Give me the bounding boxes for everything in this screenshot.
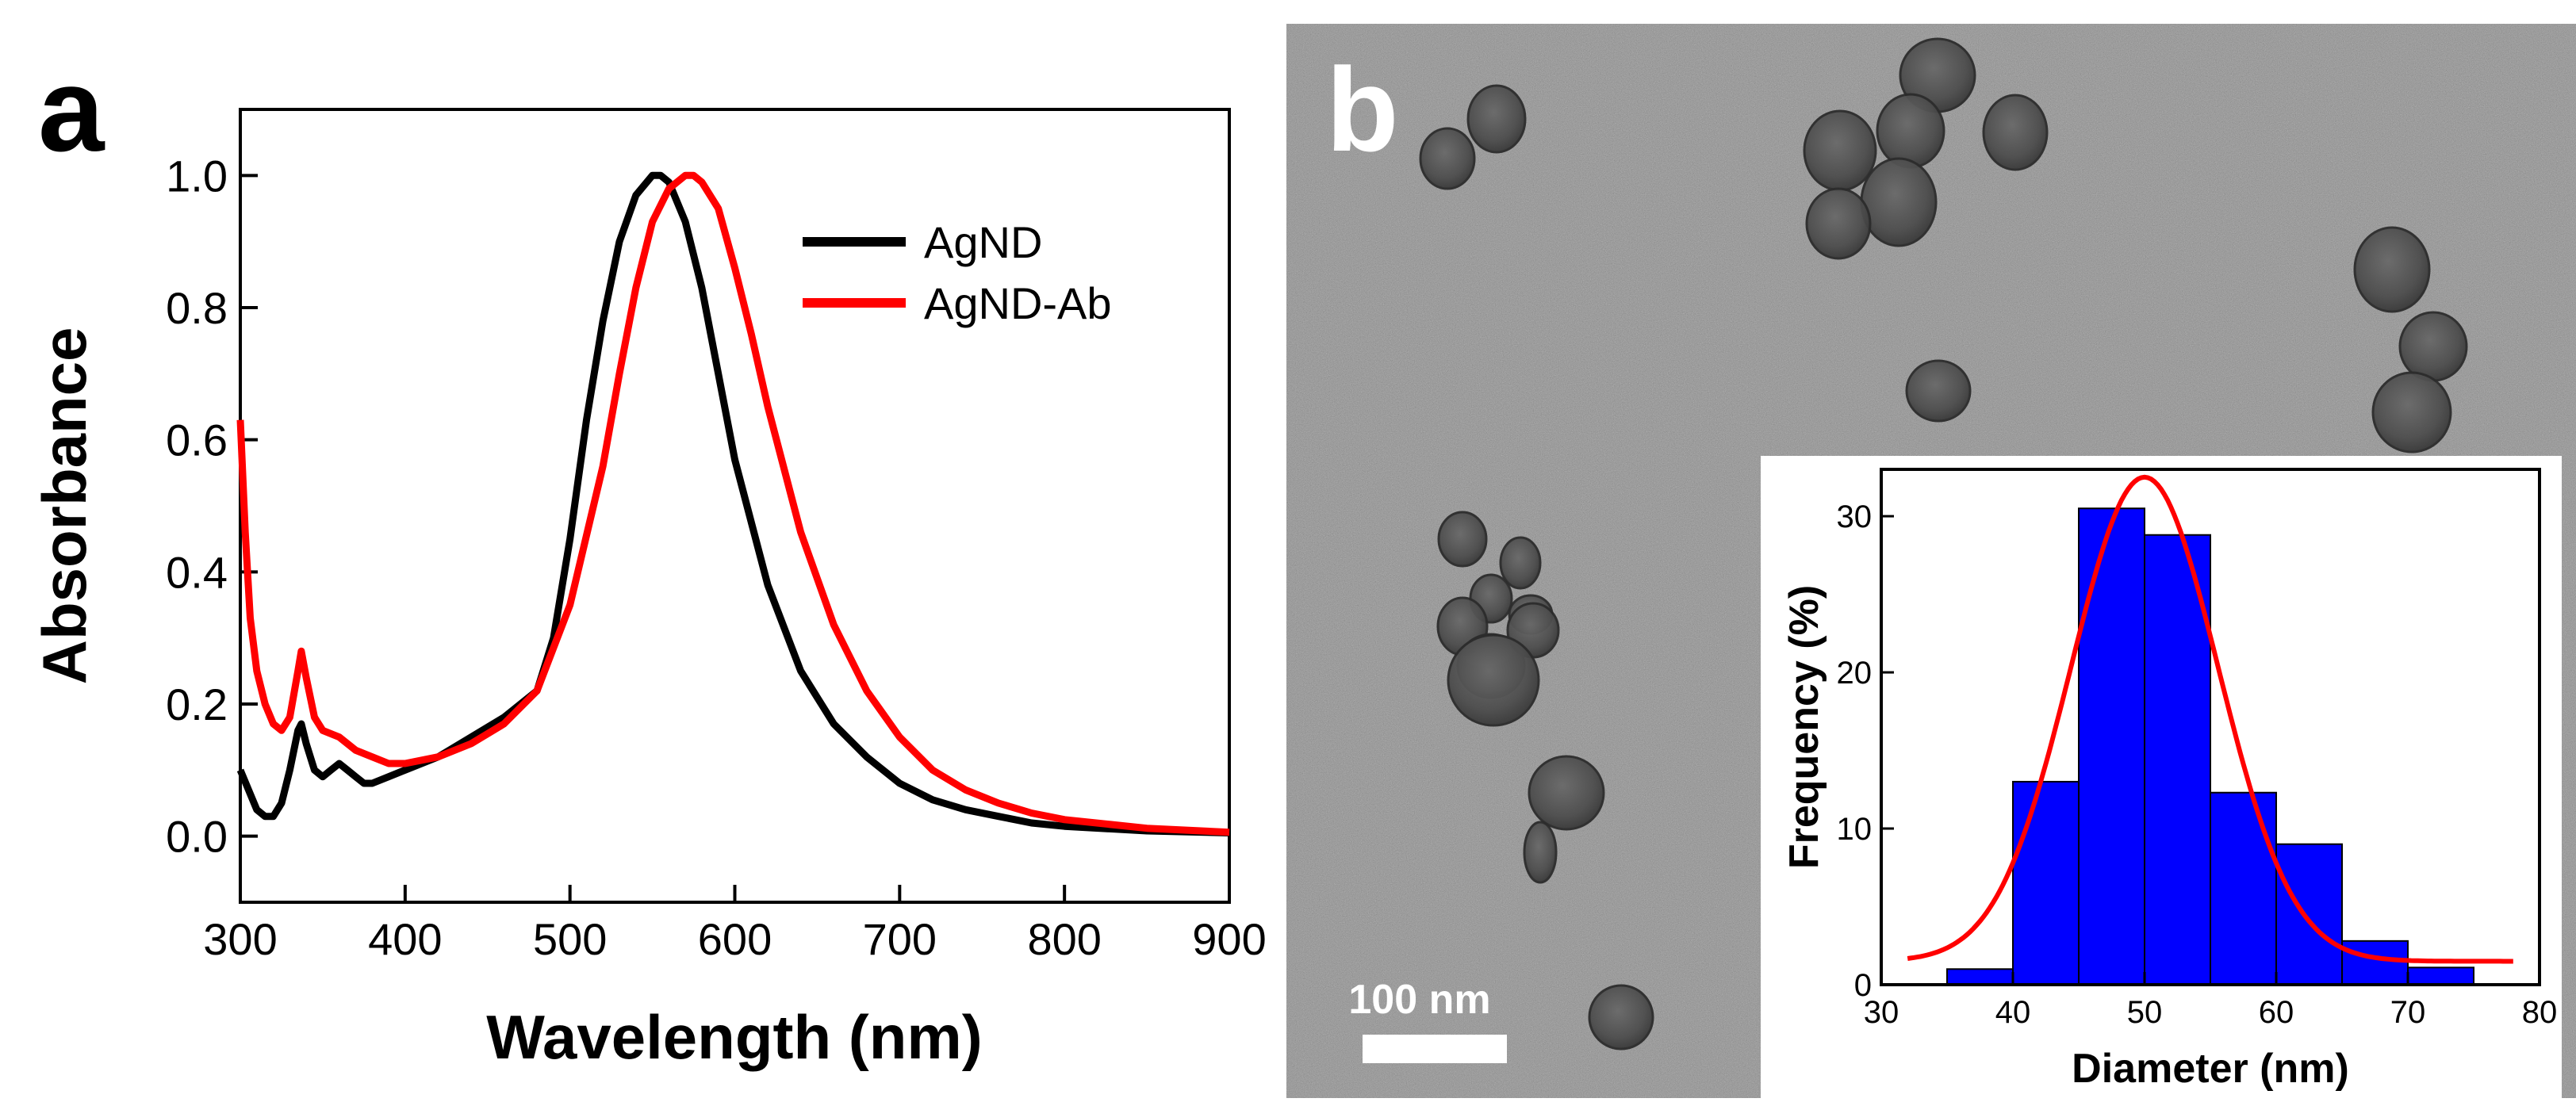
inset-y-axis-title: Frequency (%) <box>1781 585 1827 869</box>
a-y-tick-label: 0.4 <box>166 547 228 597</box>
legend-label-agnd: AgND <box>924 217 1042 267</box>
histogram-bar <box>2078 507 2145 985</box>
inset-x-tick-label: 60 <box>2259 995 2294 1030</box>
a-x-tick-label: 700 <box>863 914 937 964</box>
inset-y-tick-label: 20 <box>1837 656 1873 691</box>
a-y-tick-label: 0.6 <box>166 415 228 465</box>
legend-label-agnd-ab: AgND-Ab <box>924 278 1112 328</box>
inset-x-tick-label: 50 <box>2127 995 2163 1030</box>
nanoparticle <box>2371 371 2452 453</box>
a-y-tick-label: 0.2 <box>166 679 228 729</box>
panel-a-legend: AgND AgND-Ab <box>803 217 1112 328</box>
nanoparticle <box>1803 109 1877 192</box>
nanoparticle <box>1876 93 1945 169</box>
nanoparticle <box>1466 84 1527 154</box>
panel-b-tem: b 100 nm 0 10 20 30 30 40 50 60 70 80 Diameter (… <box>1286 24 2576 1098</box>
histogram-bar <box>2210 791 2277 986</box>
inset-x-tick-label: 40 <box>1995 995 2031 1030</box>
inset-x-ticks: 30 40 50 60 70 80 <box>1864 972 2558 1030</box>
panel-a-x-axis-title: Wavelength (nm) <box>486 1002 982 1072</box>
histogram-bar <box>2275 843 2343 986</box>
inset-gaussian-fit <box>1907 474 2513 964</box>
nanoparticle <box>1982 94 2049 171</box>
nanoparticle <box>1419 127 1476 190</box>
a-x-tick-label: 500 <box>533 914 607 964</box>
a-x-tick-label: 800 <box>1027 914 1101 964</box>
size-distribution-inset: 0 10 20 30 30 40 50 60 70 80 Diameter (nm) Frequ… <box>1761 456 2562 1098</box>
panel-a-x-ticks: 300 400 500 600 700 800 900 <box>203 885 1267 964</box>
panel-a-plot-frame <box>239 108 1231 904</box>
histogram-bar <box>2341 940 2409 986</box>
panel-a-y-ticks: 0.0 0.2 0.4 0.6 0.8 1.0 <box>166 151 258 862</box>
panel-a-letter: a <box>38 43 105 176</box>
inset-y-ticks: 0 10 20 30 <box>1837 499 1894 1003</box>
nanoparticle <box>1447 633 1540 727</box>
nanoparticle <box>2398 311 2468 382</box>
nanoparticle <box>1588 984 1654 1051</box>
inset-x-tick-label: 80 <box>2522 995 2558 1030</box>
panel-a-spectrum: a 0.0 0.2 0.4 0.6 0.8 1.0 300 400 500 600 700 800 9… <box>29 43 1267 1072</box>
panel-a-y-axis-title: Absorbance <box>29 327 99 685</box>
nanoparticle <box>1860 157 1938 247</box>
histogram-bar <box>2012 780 2080 985</box>
nanoparticle <box>2353 226 2431 313</box>
histogram-bar <box>2144 534 2211 985</box>
histogram-bar <box>1946 968 2014 985</box>
a-y-tick-label: 0.0 <box>166 812 228 862</box>
inset-x-axis-title: Diameter (nm) <box>2072 1046 2349 1092</box>
inset-y-tick-label: 0 <box>1854 968 1872 1003</box>
inset-plot-frame <box>1880 468 2541 986</box>
scale-bar <box>1363 1035 1507 1063</box>
inset-y-tick-label: 30 <box>1837 499 1873 534</box>
a-y-tick-label: 1.0 <box>166 151 228 201</box>
a-x-tick-label: 400 <box>368 914 442 964</box>
panel-a-series <box>236 171 1230 836</box>
scale-bar-label: 100 nm <box>1348 977 1490 1023</box>
panel-b-letter: b <box>1326 43 1399 176</box>
tem-nanoparticles <box>1419 37 2468 1051</box>
a-x-tick-label: 900 <box>1192 914 1266 964</box>
nanoparticle <box>1523 821 1558 884</box>
nanoparticle <box>1805 187 1872 260</box>
series-line-agnd-ab <box>236 171 1230 836</box>
inset-y-tick-label: 10 <box>1837 812 1873 847</box>
inset-x-tick-label: 30 <box>1864 995 1899 1030</box>
histogram-bar <box>2407 966 2474 986</box>
nanoparticle <box>1905 359 1972 423</box>
nanoparticle <box>1499 536 1542 590</box>
a-x-tick-label: 600 <box>698 914 772 964</box>
a-y-tick-label: 0.8 <box>166 283 228 333</box>
inset-x-tick-label: 70 <box>2390 995 2426 1030</box>
a-x-tick-label: 300 <box>203 914 277 964</box>
nanoparticle <box>1528 755 1605 831</box>
nanoparticle <box>1437 511 1488 568</box>
